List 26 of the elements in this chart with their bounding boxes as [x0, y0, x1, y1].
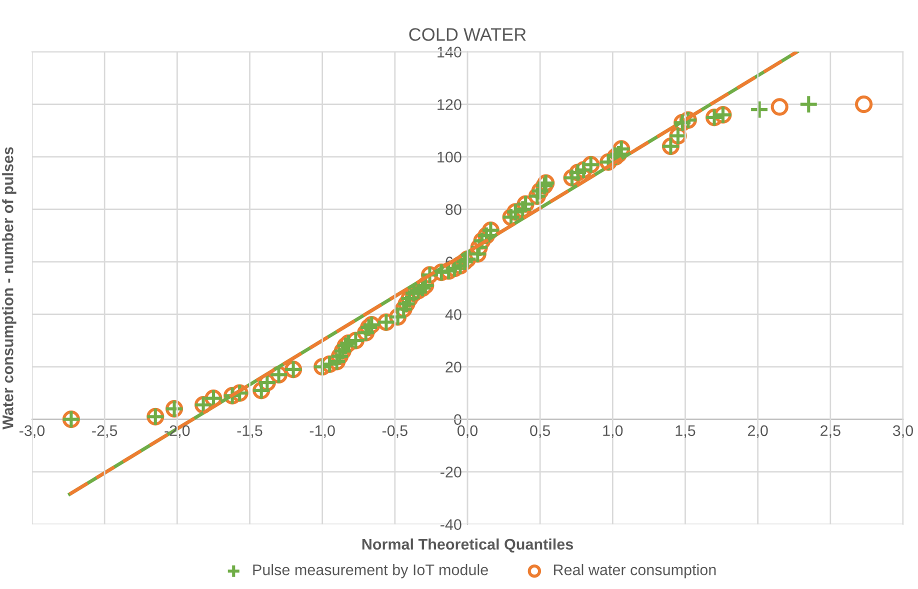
x-tick-label: -3,0	[20, 425, 45, 438]
y-tick-label: 140	[438, 46, 462, 58]
x-tick-label: -1,0	[310, 425, 335, 438]
legend-label: Real water consumption	[554, 564, 716, 578]
chart-title: COLD WATER	[409, 28, 526, 41]
y-tick-label: -40	[440, 519, 462, 530]
y-axis-title: Water consumption - number of pulses	[2, 147, 16, 430]
y-tick-label: 100	[438, 152, 462, 162]
x-axis-title: Normal Theoretical Quantiles	[362, 538, 574, 553]
x-tick-label: -1,5	[237, 425, 262, 438]
x-tick-label: 2,0	[748, 425, 768, 438]
x-tick-label: 0,5	[530, 425, 550, 438]
x-tick-label: -0,5	[382, 425, 408, 438]
x-tick-label: 1,0	[603, 425, 623, 438]
x-tick-label: 3,0	[892, 425, 914, 438]
x-tick-label: -2,5	[92, 425, 118, 438]
y-tick-label: 0	[454, 414, 462, 425]
y-tick-label: -20	[440, 466, 462, 478]
x-tick-label: 0,0	[457, 425, 478, 438]
y-tick-label: 120	[438, 99, 462, 110]
y-tick-label: 80	[446, 204, 462, 215]
y-tick-label: 20	[446, 362, 462, 372]
legend-label: Pulse measurement by IoT module	[253, 564, 488, 578]
x-tick-label: 2,5	[820, 425, 840, 438]
y-tick-label: 40	[445, 309, 462, 320]
x-tick-label: 1,5	[676, 425, 696, 438]
